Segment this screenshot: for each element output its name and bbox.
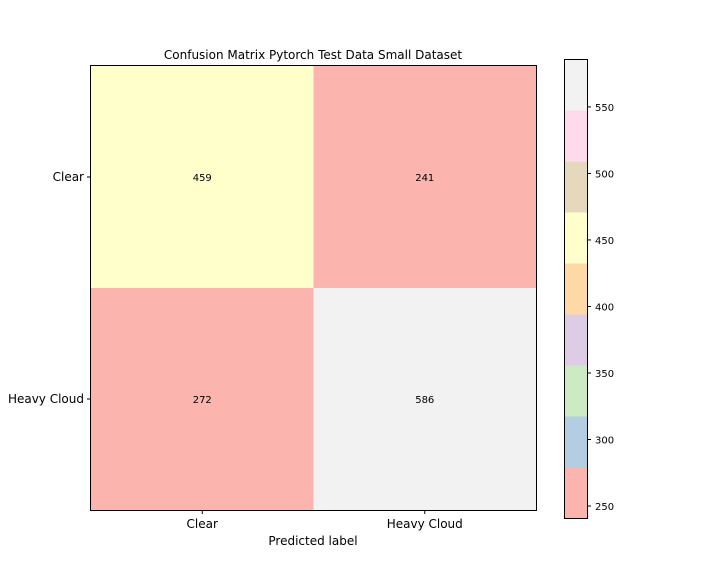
colorbar-segment <box>564 467 587 519</box>
x-axis-ticks: Clear Heavy Cloud <box>187 510 463 531</box>
heatmap-cell <box>313 288 536 510</box>
colorbar-tick-label: 350 <box>595 369 614 380</box>
cell-value-label: 586 <box>415 395 434 406</box>
colorbar-tick-label: 550 <box>595 103 614 114</box>
colorbar-tick-label: 450 <box>595 236 614 247</box>
cell-value-label: 459 <box>193 173 212 184</box>
y-tick-label: Heavy Cloud <box>8 392 84 406</box>
heatmap-cell <box>91 66 314 288</box>
heatmap-cells: 459 241 272 586 <box>91 66 536 510</box>
x-tick-label: Heavy Cloud <box>387 517 463 531</box>
heatmap-cell <box>313 66 536 288</box>
cell-value-label: 272 <box>193 395 212 406</box>
colorbar-tick-label: 300 <box>595 436 614 447</box>
colorbar-segment <box>564 314 587 366</box>
colorbar: 250 300 350 400 450 500 550 <box>564 59 614 519</box>
colorbar-segment <box>564 416 587 468</box>
y-axis-ticks: Clear Heavy Cloud <box>8 170 91 406</box>
colorbar-segment <box>564 110 587 162</box>
colorbar-segment <box>564 59 587 111</box>
colorbar-tick-label: 250 <box>595 502 614 513</box>
x-tick-label: Clear <box>187 517 218 531</box>
chart-title: Confusion Matrix Pytorch Test Data Small… <box>164 48 463 62</box>
heatmap-cell <box>91 288 314 510</box>
y-tick-label: Clear <box>53 170 84 184</box>
cell-value-label: 241 <box>415 173 434 184</box>
colorbar-frame <box>564 59 588 519</box>
colorbar-tick-label: 500 <box>595 169 614 180</box>
colorbar-segment <box>564 161 587 213</box>
colorbar-segment <box>564 212 587 264</box>
x-axis-label: Predicted label <box>268 534 357 548</box>
colorbar-segment <box>564 365 587 417</box>
plot-frame <box>90 65 537 511</box>
colorbar-tick-label: 400 <box>595 302 614 313</box>
colorbar-segment <box>564 263 587 315</box>
